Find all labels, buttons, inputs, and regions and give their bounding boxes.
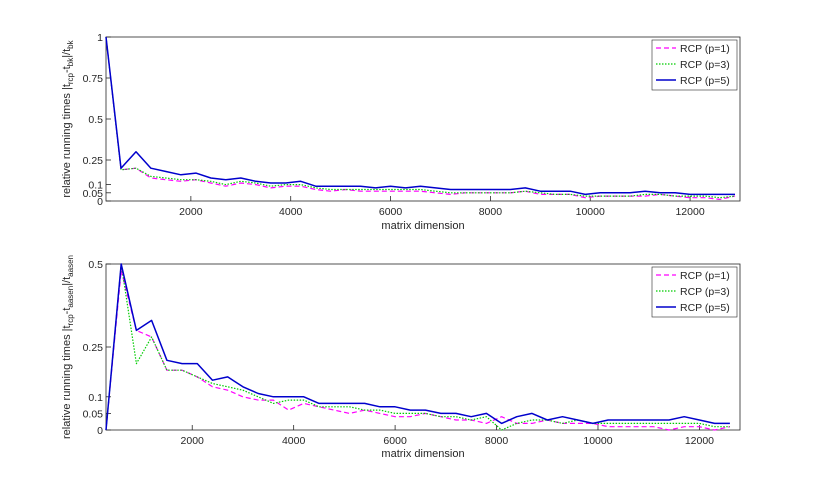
top-y-axis-label: relative running times |trcp-tbk|/tbk	[61, 39, 75, 197]
bottom-legend-label-p1: RCP (p=1)	[680, 270, 730, 282]
top-y-tick-label: 1	[97, 32, 103, 44]
top-y-tick-label: 0.05	[83, 188, 104, 200]
top-x-tick-label: 12000	[675, 206, 704, 218]
bottom-x-tick-label: 4000	[282, 435, 306, 447]
top-legend-label-p3: RCP (p=3)	[680, 59, 730, 71]
top-y-tick-label: 0.75	[83, 73, 104, 85]
top-y-ticks: 1 0.75 0.5 0.25 0.10.050	[83, 32, 111, 208]
bottom-y-tick-label: 0.25	[83, 342, 104, 354]
top-x-ticks: 2000 4000 6000 8000 10000 12000	[179, 196, 705, 218]
top-chart: 1 0.75 0.5 0.25 0.10.050 2000 4000 6000 8000 100…	[61, 32, 741, 232]
top-plot-area	[105, 36, 741, 202]
bottom-y-tick-label: 0	[97, 425, 103, 437]
bottom-series-line-p1	[105, 270, 731, 431]
top-x-tick-label: 10000	[576, 206, 605, 218]
top-x-axis-label: matrix dimension	[381, 220, 464, 232]
bottom-x-ticks: 2000 4000 6000 8000 10000 12000	[181, 425, 714, 447]
top-series-line-p5	[105, 36, 735, 196]
bottom-chart: 0.5 0.25 0.1 0.05 0 2000 4000 6000 8000 10000 120…	[61, 255, 741, 460]
top-y-tick-label: 0.5	[88, 114, 103, 126]
top-y-tick-label: 0.1	[88, 180, 103, 192]
top-y-tick-label: 0	[97, 196, 103, 208]
bottom-series-line-p3	[105, 263, 730, 431]
bottom-y-tick-label: 0.1	[88, 392, 103, 404]
top-series-line-p1	[105, 36, 736, 200]
bottom-plot-area	[105, 263, 741, 431]
bottom-legend: RCP (p=1) RCP (p=3) RCP (p=5)	[651, 266, 738, 318]
bottom-x-tick-label: 12000	[685, 435, 714, 447]
bottom-series-line-p5	[105, 263, 730, 431]
bottom-legend-label-p3: RCP (p=3)	[680, 286, 730, 298]
top-x-tick-label: 8000	[479, 206, 503, 218]
top-x-tick-label: 6000	[379, 206, 403, 218]
top-x-tick-label: 2000	[179, 206, 203, 218]
top-legend-label-p1: RCP (p=1)	[680, 43, 730, 55]
bottom-y-axis-label: relative running times |trcp-taasen|/taa…	[61, 255, 75, 439]
bottom-series-lines	[105, 263, 731, 431]
top-y-tick-label: 0.25	[83, 155, 104, 167]
bottom-x-tick-label: 10000	[583, 435, 612, 447]
top-x-tick-label: 4000	[279, 206, 303, 218]
top-series-line-p3	[105, 36, 736, 199]
bottom-legend-label-p5: RCP (p=5)	[680, 302, 730, 314]
bottom-y-tick-label: 0.05	[83, 408, 104, 420]
bottom-y-ticks: 0.5 0.25 0.1 0.05 0	[83, 259, 111, 437]
bottom-x-axis-label: matrix dimension	[381, 448, 464, 460]
bottom-x-tick-label: 6000	[383, 435, 407, 447]
top-series-lines	[105, 36, 736, 200]
bottom-x-tick-label: 8000	[485, 435, 509, 447]
top-legend-label-p5: RCP (p=5)	[680, 75, 730, 87]
bottom-x-tick-label: 2000	[181, 435, 205, 447]
top-legend: RCP (p=1) RCP (p=3) RCP (p=5)	[651, 39, 738, 91]
bottom-y-tick-label: 0.5	[88, 259, 103, 271]
